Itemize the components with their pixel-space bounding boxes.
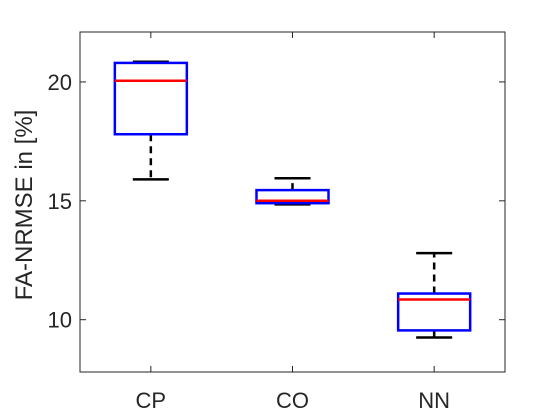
y-axis-title: FA-NRMSE in [%] xyxy=(11,110,38,301)
iqr-box xyxy=(113,61,189,136)
boxes-layer xyxy=(113,60,472,339)
axes-layer: 10 15 20 CP CO NN xyxy=(48,31,506,413)
y-tick-label: 20 xyxy=(48,70,72,95)
iqr-box xyxy=(255,188,330,205)
box-group-nn xyxy=(396,251,472,339)
x-tick-label-co: CO xyxy=(276,388,309,413)
x-tick-label-cp: CP xyxy=(136,388,167,413)
box-group-co xyxy=(255,176,330,206)
y-tick-label: 10 xyxy=(48,308,72,333)
x-tick-label-nn: NN xyxy=(418,388,450,413)
y-tick-label: 15 xyxy=(48,189,72,214)
box-group-cp xyxy=(113,60,189,181)
iqr-box xyxy=(396,292,472,332)
